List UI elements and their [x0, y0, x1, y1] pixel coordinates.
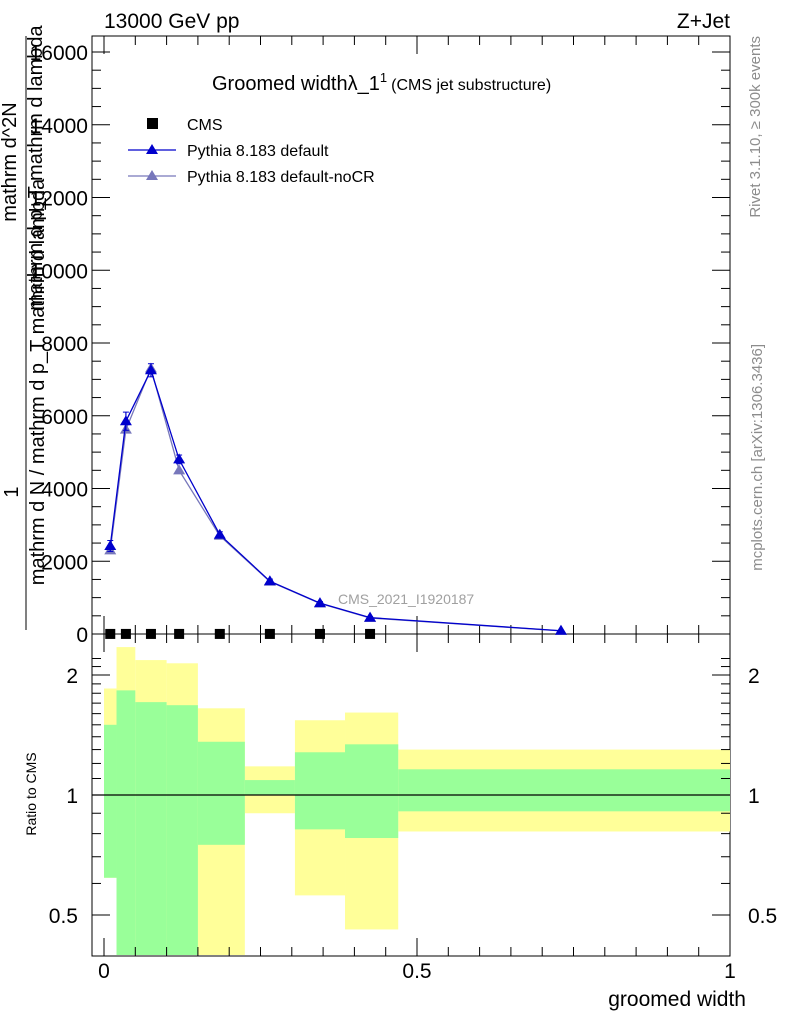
y-tick-label: 12000 — [30, 188, 88, 211]
plot-title: Groomed widthλ_11 (CMS jet substructure) — [212, 70, 551, 95]
series-line — [109, 368, 562, 632]
plot-title-main: Groomed widthλ_1 — [212, 73, 380, 95]
series-marker — [313, 597, 326, 608]
legend-default-marker — [146, 144, 158, 154]
energy-label: 13000 GeV pp — [104, 10, 239, 33]
analysis-watermark: CMS_2021_I1920187 — [338, 591, 474, 607]
series-marker — [554, 624, 567, 635]
cms-data-point — [214, 628, 225, 639]
ratio-bands — [104, 647, 730, 955]
x-ticks: 0 0.5 1 — [98, 36, 736, 983]
cms-data-point — [174, 628, 185, 639]
x-tick-label: 1 — [724, 960, 736, 983]
y-label-numerator: mathrm d^2N — [0, 102, 21, 221]
ratio-band-green — [197, 741, 245, 845]
y-tick-label: 10000 — [30, 260, 88, 283]
ratio-band-green — [398, 769, 730, 812]
cms-data-point — [314, 628, 325, 639]
y-label-fraction-one: 1 — [1, 486, 23, 497]
ratio-band-green — [244, 780, 295, 795]
y-tick-label: 2000 — [41, 551, 88, 574]
series-marker — [173, 464, 186, 475]
ratio-y-ticks: 0.5 0.5 1 1 2 2 — [49, 657, 777, 928]
ratio-tick-label: 0.5 — [49, 905, 78, 928]
cms-data-point — [105, 628, 116, 639]
cms-data-point — [264, 628, 275, 639]
ratio-band-green — [116, 690, 136, 955]
y-tick-label: 16000 — [30, 42, 88, 65]
legend-nocr-marker — [146, 170, 158, 180]
series-marker — [364, 611, 377, 622]
cms-data-point — [145, 628, 156, 639]
series-marker — [144, 364, 157, 375]
ratio-band-green — [345, 744, 399, 839]
main-y-axis-label: 1 mathrm d N / mathrm d p_T mathrm d lam… — [0, 24, 49, 630]
x-tick-label: 0 — [98, 960, 110, 983]
ratio-band-green — [135, 702, 167, 955]
y-tick-label: 0 — [76, 624, 88, 647]
ratio-y-axis-label: Ratio to CMS — [23, 752, 39, 835]
site-label: mcplots.cern.ch [arXiv:1306.3436] — [749, 344, 766, 571]
cms-data-point — [365, 628, 376, 639]
y-tick-label: 14000 — [30, 115, 88, 138]
process-label: Z+Jet — [677, 10, 730, 33]
legend-cms-label: CMS — [187, 117, 223, 134]
cms-data-point — [120, 628, 131, 639]
series-marker — [173, 453, 186, 464]
x-tick-label: 0.5 — [402, 960, 431, 983]
legend-default-label: Pythia 8.183 default — [187, 143, 329, 160]
y-label-denominator: mathrm d p_T mathrm d lambda — [25, 24, 47, 310]
series-marker — [104, 539, 117, 550]
ratio-tick-label-right: 0.5 — [748, 905, 777, 928]
ratio-tick-label: 1 — [66, 785, 78, 808]
legend-cms-marker — [147, 118, 158, 129]
series-layer — [104, 362, 567, 635]
ratio-tick-label: 2 — [66, 665, 78, 688]
cms-markers — [105, 628, 376, 639]
ratio-tick-label-right: 1 — [748, 785, 760, 808]
x-axis-label: groomed width — [608, 988, 746, 1011]
y-label-main: mathrm d N / mathrm d p_T mathrm d lambd… — [27, 178, 49, 585]
series-marker — [263, 575, 276, 586]
main-y-ticks: 0 2000 4000 6000 8000 10000 12000 14000 16000 — [30, 42, 730, 647]
ratio-band-green — [166, 705, 198, 955]
plot-title-sup: 1 — [380, 70, 387, 85]
series-marker — [119, 415, 132, 426]
series-line — [109, 366, 562, 632]
ratio-tick-label-right: 2 — [748, 665, 760, 688]
y-tick-label: 4000 — [41, 479, 88, 502]
rivet-label: Rivet 3.1.10, ≥ 300k events — [747, 36, 764, 218]
series-marker — [213, 528, 226, 539]
plot-title-note: (CMS jet substructure) — [391, 77, 551, 94]
legend: CMS Pythia 8.183 default Pythia 8.183 de… — [128, 117, 375, 186]
y-tick-label: 8000 — [41, 333, 88, 356]
ratio-band-green — [104, 724, 117, 878]
legend-nocr-label: Pythia 8.183 default-noCR — [187, 169, 375, 186]
y-tick-label: 6000 — [41, 406, 88, 429]
ratio-band-green — [294, 752, 346, 830]
